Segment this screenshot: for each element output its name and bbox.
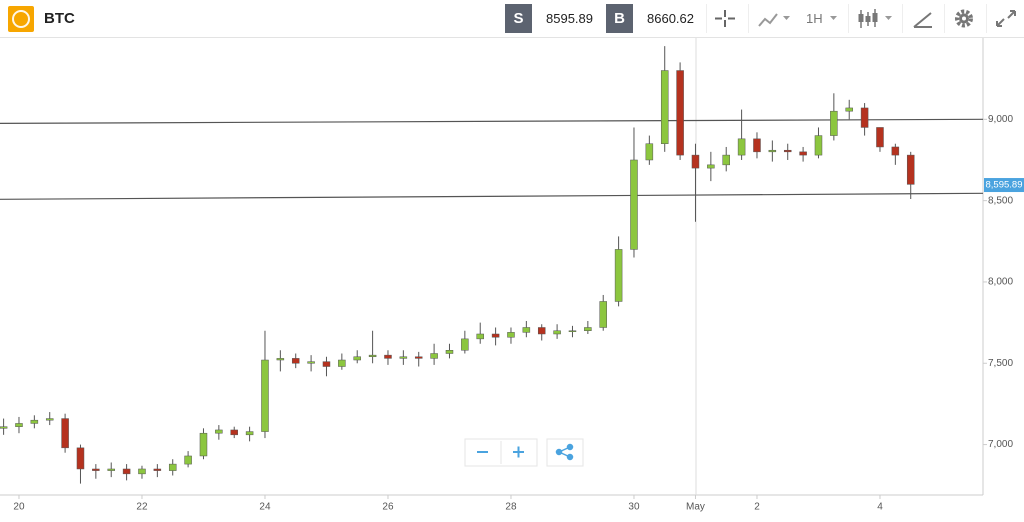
candle-body (860, 107, 869, 128)
y-tick-label: 7,000 (988, 439, 1013, 450)
candle-body (630, 159, 638, 250)
candle-body (76, 447, 85, 470)
trend-line (0, 192, 984, 200)
crosshair-button[interactable] (706, 4, 743, 33)
candle-body (768, 149, 777, 153)
candle-body (153, 468, 162, 471)
candle-body (891, 146, 900, 156)
candle-body (906, 154, 915, 185)
candle-body (307, 361, 315, 364)
x-tick-label: May (686, 502, 705, 513)
x-tick-label: 2 (754, 502, 760, 513)
candle-body (876, 127, 884, 148)
candle-body (568, 330, 577, 332)
candle-body (399, 356, 408, 359)
candle-body (230, 429, 238, 436)
candle-body (722, 154, 730, 166)
candle-body (291, 358, 300, 364)
candle-body (184, 455, 192, 465)
candle-body (799, 151, 807, 156)
x-tick-label: 20 (13, 502, 25, 513)
symbol-icon (8, 6, 34, 32)
candle-body (30, 419, 39, 424)
candle-body (445, 350, 454, 354)
candle-body (368, 354, 377, 358)
candle-body (122, 468, 131, 475)
candle-body (276, 358, 285, 361)
candle-body (814, 135, 823, 156)
candle-body (737, 138, 746, 156)
sell-price: 8595.89 (546, 11, 593, 26)
candle-body (338, 359, 346, 367)
candle-body (553, 330, 561, 335)
interval-button[interactable]: 1H (806, 11, 823, 26)
draw-button[interactable] (902, 4, 943, 33)
candle-body (845, 107, 853, 112)
candle-body (584, 327, 592, 331)
last-price-tag (984, 178, 1024, 193)
last-price-label: 8,595.89 (986, 180, 1023, 191)
candle-body (522, 327, 531, 333)
candle-body (199, 432, 208, 457)
settings-button[interactable] (944, 4, 985, 33)
x-tick-label: 26 (382, 502, 394, 513)
y-tick-label: 9,000 (988, 114, 1013, 125)
candle-body (138, 468, 146, 475)
trend-line (0, 118, 984, 124)
candle-body (61, 418, 69, 449)
zoom-controls (464, 438, 584, 467)
candle-body (107, 468, 115, 471)
candle-body (507, 332, 515, 338)
candle-body (353, 356, 361, 361)
candle-body (707, 164, 715, 169)
candle-body (322, 361, 331, 367)
candle-body (45, 418, 54, 421)
candle-body (614, 249, 623, 302)
buy-price: 8660.62 (647, 11, 694, 26)
x-tick-label: 4 (877, 502, 883, 513)
candle-body (599, 301, 607, 328)
toolbar: BTC S 8595.89 B 8660.62 1H (0, 0, 1024, 38)
y-tick-label: 7,500 (988, 358, 1013, 369)
x-tick-label: 22 (136, 502, 148, 513)
candle-body (537, 327, 546, 335)
candle-body (168, 463, 177, 471)
candle-body (461, 338, 469, 351)
candle-body (245, 431, 254, 436)
fullscreen-button[interactable] (986, 4, 1024, 33)
chart-type-button[interactable] (748, 4, 799, 33)
candle-body (261, 359, 269, 432)
x-tick-label: 30 (628, 502, 640, 513)
x-tick-label: 28 (505, 502, 517, 513)
share-button[interactable] (555, 443, 574, 461)
candle-body (476, 333, 484, 340)
y-tick-label: 8,000 (988, 277, 1013, 288)
candle-body (0, 426, 8, 429)
candle-body (92, 468, 100, 471)
candle-body (645, 143, 654, 161)
x-tick-label: 24 (259, 502, 271, 513)
sell-button[interactable]: S (505, 4, 532, 33)
candle-body (15, 423, 23, 427)
candle-body (753, 138, 761, 153)
candle-body (676, 70, 684, 156)
y-tick-label: 8,500 (988, 195, 1013, 206)
buy-button[interactable]: B (606, 4, 633, 33)
share-box (546, 438, 584, 467)
candle-body (430, 353, 438, 359)
candle-body (830, 110, 838, 136)
candle-body (783, 149, 792, 153)
candle-body (691, 154, 700, 169)
candle-body (414, 356, 423, 359)
candle-body (491, 333, 500, 338)
candle-body (215, 429, 223, 434)
candle-body (660, 70, 669, 144)
candle-body (384, 354, 392, 359)
symbol: BTC (44, 10, 75, 27)
interval-arrow[interactable] (824, 4, 844, 33)
candle-type-button[interactable] (848, 4, 899, 33)
zoom-in-button[interactable] (513, 446, 524, 458)
